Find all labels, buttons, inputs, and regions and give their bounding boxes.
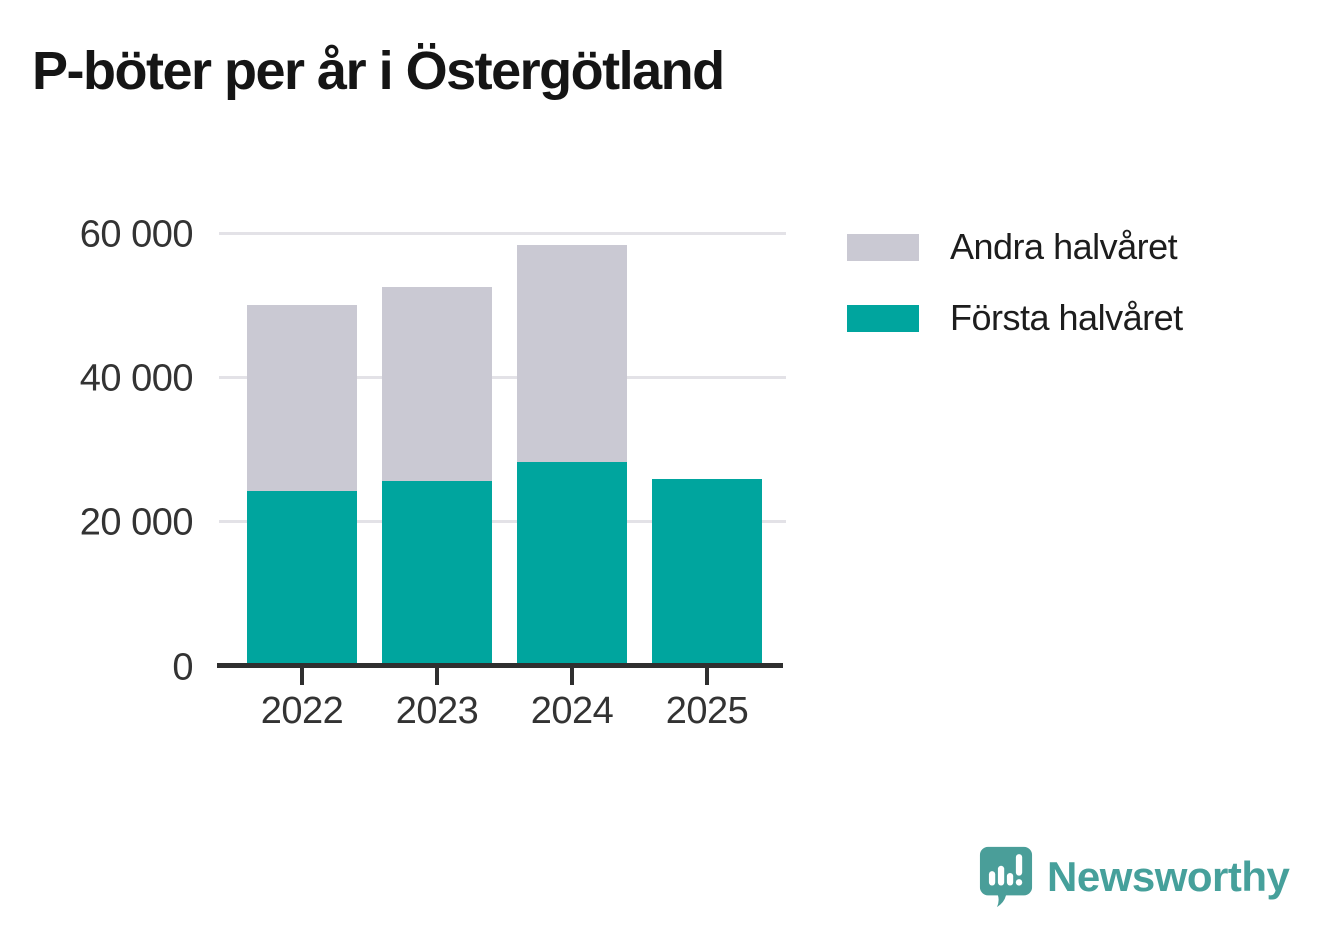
- plot-area: [219, 231, 786, 666]
- gridline: [219, 375, 786, 379]
- bar-segment-andra-halv-ret: [247, 305, 357, 492]
- bar-segment-f-rsta-halv-ret: [247, 491, 357, 666]
- bar-segment-f-rsta-halv-ret: [382, 480, 492, 666]
- y-tick-label: 0: [172, 646, 193, 688]
- bar-group-2024: [517, 245, 627, 666]
- bar-segment-f-rsta-halv-ret: [652, 479, 762, 666]
- x-tick: [300, 668, 304, 685]
- x-tick: [705, 668, 709, 685]
- legend-label: Första halvåret: [950, 297, 1183, 338]
- y-tick-label: 60 000: [79, 213, 194, 255]
- bar-group-2023: [382, 287, 492, 666]
- x-tick-label: 2025: [665, 690, 749, 732]
- legend-item: Första halvåret: [847, 297, 1183, 339]
- x-tick-label: 2024: [530, 690, 614, 732]
- y-tick-label: 20 000: [79, 501, 194, 544]
- x-tick-label: 2022: [260, 690, 344, 732]
- brand-footer: Newsworthy: [979, 846, 1290, 908]
- bar-group-2022: [247, 305, 357, 666]
- gridline: [219, 520, 786, 524]
- bar-segment-f-rsta-halv-ret: [517, 461, 627, 666]
- newsworthy-logo-icon: [979, 846, 1033, 908]
- x-axis-line: [217, 663, 783, 668]
- brand-name: Newsworthy: [1047, 853, 1290, 900]
- legend: Andra halvåret Första halvåret: [847, 226, 1183, 368]
- y-tick-label: 40 000: [79, 357, 194, 400]
- bar-segment-andra-halv-ret: [517, 245, 627, 462]
- legend-swatch: [847, 304, 919, 332]
- legend-swatch: [847, 233, 919, 261]
- legend-item: Andra halvåret: [847, 226, 1183, 268]
- bar-group-2025: [652, 479, 762, 666]
- legend-label: Andra halvåret: [950, 226, 1178, 267]
- x-tick: [570, 668, 574, 685]
- bar-segment-andra-halv-ret: [382, 287, 492, 481]
- gridline: [219, 231, 786, 235]
- chart-title: P-böter per år i Östergötland: [32, 41, 725, 101]
- x-tick: [435, 668, 439, 685]
- x-tick-label: 2023: [395, 690, 479, 732]
